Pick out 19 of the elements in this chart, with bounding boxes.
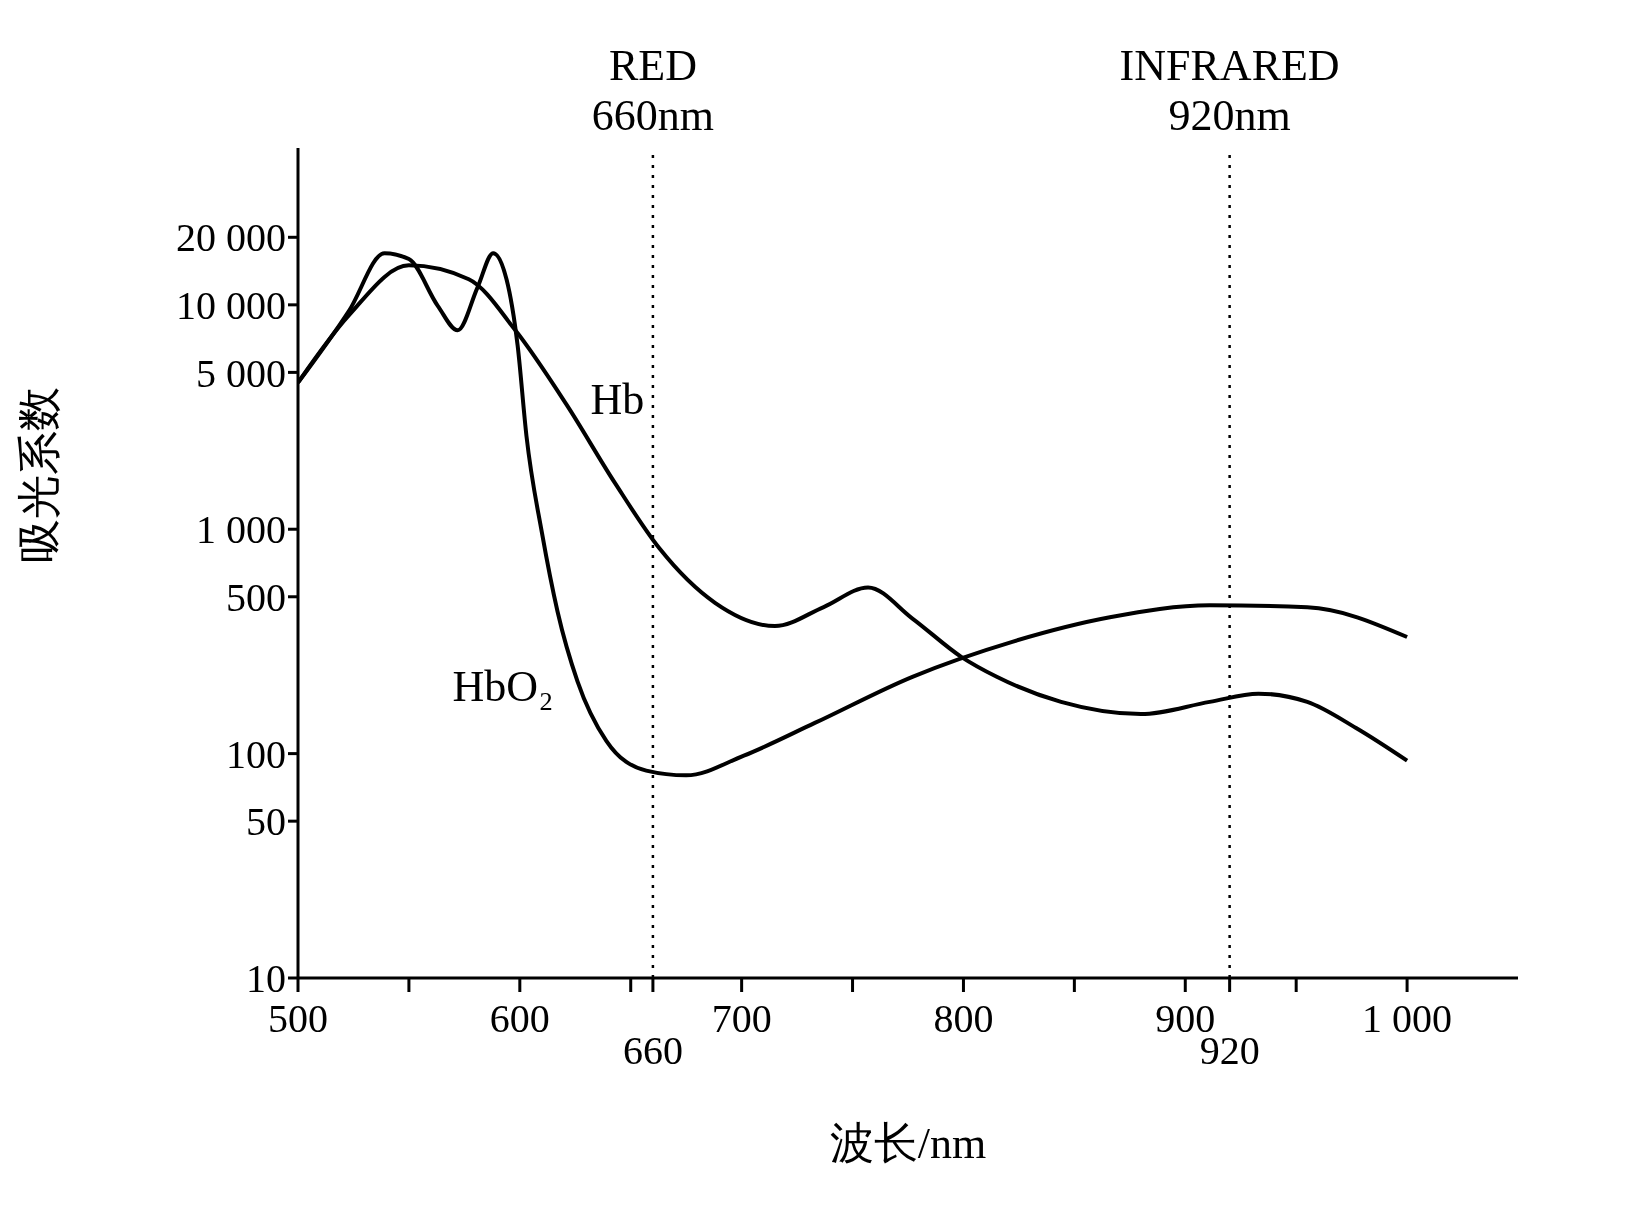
- text: 660: [622, 1028, 683, 1073]
- y-axis-title: 吸光系数: [14, 387, 64, 563]
- y-tick-label: 10: [246, 956, 286, 1002]
- y-tick-label: 20 000: [176, 215, 286, 261]
- x-tick-label: 800: [933, 996, 994, 1041]
- y-tick-label: 1 000: [196, 507, 286, 553]
- y-tick-label: 50: [246, 799, 286, 845]
- x-tick-label: 700: [711, 996, 772, 1041]
- x-tick-label: 600: [489, 996, 550, 1041]
- ref-line-label: RED 660nm: [591, 41, 715, 140]
- y-tick-label: 5 000: [196, 350, 286, 396]
- y-tick-label: 500: [226, 574, 286, 620]
- ref-line-label: INFRARED 920nm: [1119, 41, 1340, 140]
- x-axis-title: 波长/nm: [829, 1119, 987, 1168]
- x-tick-label: 1 000: [1362, 996, 1453, 1041]
- series-label: Hb: [590, 375, 645, 425]
- y-tick-label: 10 000: [176, 283, 286, 329]
- y-tick-label: 100: [226, 731, 286, 777]
- series-label: HbO₂: [452, 662, 554, 712]
